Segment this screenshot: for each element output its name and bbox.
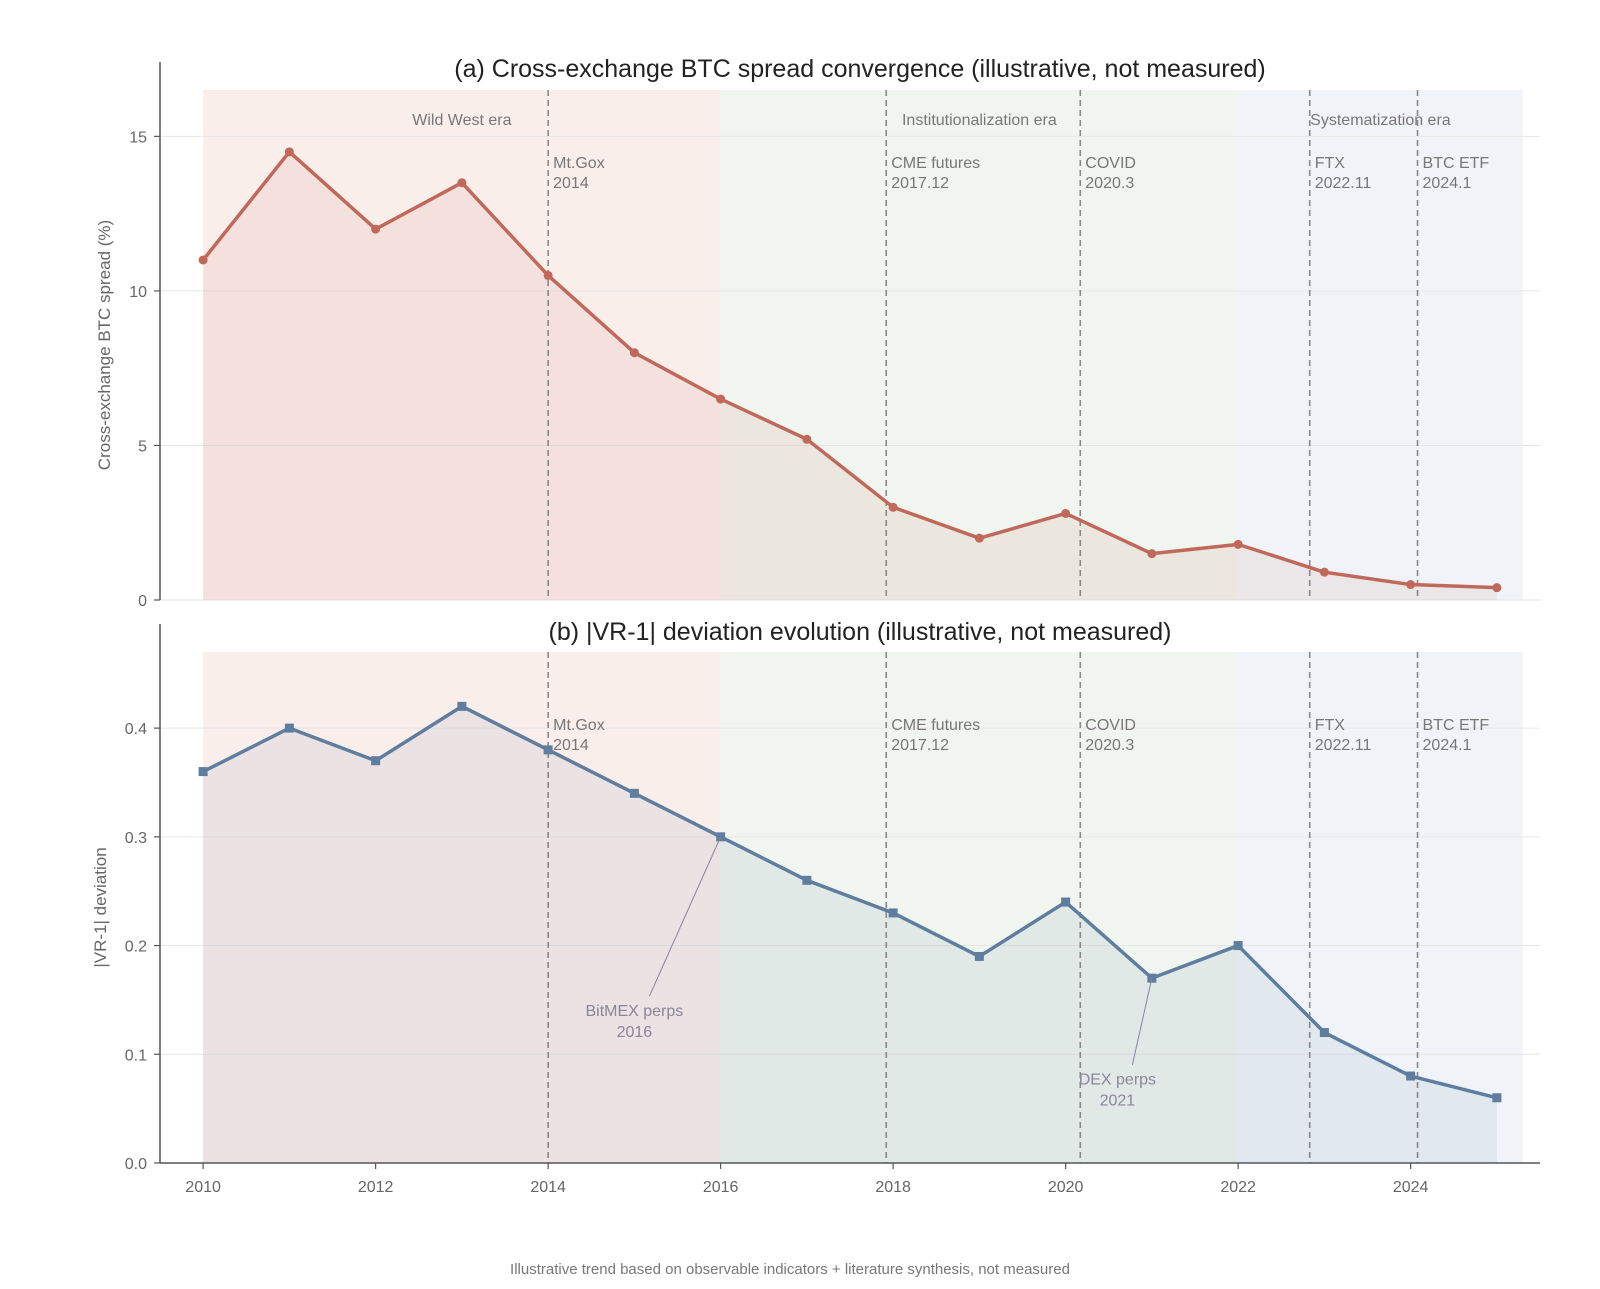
event-label-date: 2020.3 <box>1085 737 1134 754</box>
y-tick-label: 10 <box>129 284 147 301</box>
y-tick-label: 0.4 <box>125 721 147 738</box>
annotation-arrow <box>1131 978 1153 1065</box>
data-point <box>1406 580 1416 590</box>
data-point <box>457 701 467 711</box>
chart-title: (b) |VR-1| deviation evolution (illustra… <box>549 618 1172 646</box>
era-label-1: Wild West era <box>412 112 511 129</box>
x-tick-label: 2016 <box>703 1179 739 1196</box>
event-label-date: 2014 <box>553 175 589 192</box>
series-area <box>203 151 1497 600</box>
data-point <box>371 756 381 766</box>
series-line <box>201 704 1499 1100</box>
panel-a: Wild West era Institutionalization era Sys… <box>95 55 1540 610</box>
event-label-date: 2024.1 <box>1423 737 1472 754</box>
annotation-arrow <box>648 836 722 997</box>
x-tick-label: 2020 <box>1048 1179 1084 1196</box>
annotation-date: 2016 <box>617 1024 653 1041</box>
annotation-date: 2021 <box>1100 1093 1136 1110</box>
data-point <box>629 348 639 358</box>
event-label-date: 2024.1 <box>1423 175 1472 192</box>
y-axis-label: |VR-1| deviation <box>91 847 110 967</box>
data-point <box>1492 1093 1502 1103</box>
data-point <box>716 394 726 404</box>
x-tick-label: 2012 <box>358 1179 394 1196</box>
data-point <box>888 502 898 512</box>
x-tick-label: 2024 <box>1393 1179 1429 1196</box>
event-label-date: 2017.12 <box>891 175 949 192</box>
event-label-date: 2022.11 <box>1315 737 1372 754</box>
event-label-name: COVID <box>1085 717 1136 734</box>
data-point <box>888 908 898 918</box>
event-label-date: 2017.12 <box>891 737 949 754</box>
data-point <box>802 434 812 444</box>
data-point <box>1319 1028 1329 1038</box>
data-point <box>1061 508 1071 518</box>
event-label-name: FTX <box>1315 717 1346 734</box>
series-area <box>203 706 1497 1163</box>
x-tick-label: 2022 <box>1220 1179 1256 1196</box>
event-label-date: 2020.3 <box>1085 175 1134 192</box>
event-label-name: CME futures <box>891 155 980 172</box>
y-tick-label: 0.3 <box>125 830 147 847</box>
x-tick-label: 2010 <box>185 1179 221 1196</box>
data-point <box>802 875 812 885</box>
data-point <box>1492 583 1502 593</box>
y-tick-label: 15 <box>129 129 147 146</box>
era-band-3 <box>1238 90 1523 600</box>
x-tick-label: 2018 <box>875 1179 911 1196</box>
event-label-date: 2022.11 <box>1315 175 1372 192</box>
data-point <box>1406 1071 1416 1081</box>
era-band-1 <box>203 652 721 1163</box>
data-point <box>1147 549 1157 559</box>
data-point <box>1233 941 1243 951</box>
event-label-name: BTC ETF <box>1423 717 1490 734</box>
event-label-name: FTX <box>1315 155 1346 172</box>
data-point <box>1061 897 1071 907</box>
data-point <box>974 951 984 961</box>
era-band-2 <box>720 652 1239 1163</box>
event-label-name: BTC ETF <box>1423 155 1490 172</box>
y-tick-label: 0.1 <box>125 1047 147 1064</box>
event-label-name: COVID <box>1085 155 1136 172</box>
event-label-name: Mt.Gox <box>553 717 605 734</box>
era-band-1 <box>203 90 721 600</box>
data-point <box>543 270 553 280</box>
chart-title: (a) Cross-exchange BTC spread convergenc… <box>454 55 1265 83</box>
series-line <box>201 150 1499 590</box>
data-point <box>1319 567 1329 577</box>
y-tick-label: 0.0 <box>125 1156 147 1173</box>
data-point <box>1233 539 1243 549</box>
event-label-date: 2014 <box>553 737 589 754</box>
era-band-2 <box>720 90 1239 600</box>
data-point <box>371 224 381 234</box>
panel-b: Mt.Gox 2014 CME futures 2017.12 COVID 2020.3 F… <box>91 618 1540 1196</box>
data-point <box>198 255 208 265</box>
event-label-name: Mt.Gox <box>553 155 605 172</box>
data-point <box>457 178 467 188</box>
era-label-3: Systematization era <box>1310 112 1451 129</box>
era-band-3 <box>1238 652 1523 1163</box>
footnote: Illustrative trend based on observable i… <box>510 1261 1070 1278</box>
y-axis-label: Cross-exchange BTC spread (%) <box>95 220 114 470</box>
data-point <box>629 788 639 798</box>
data-point <box>543 745 553 755</box>
data-point <box>284 147 294 157</box>
y-tick-label: 0 <box>138 593 147 610</box>
annotation-label: DEX perps <box>1079 1072 1156 1089</box>
annotation-label: BitMEX perps <box>585 1003 683 1020</box>
data-point <box>284 723 294 733</box>
data-point <box>198 767 208 777</box>
y-tick-label: 0.2 <box>125 939 147 956</box>
event-label-name: CME futures <box>891 717 980 734</box>
y-tick-label: 5 <box>138 438 147 455</box>
data-point <box>974 533 984 543</box>
x-tick-label: 2014 <box>530 1179 566 1196</box>
era-label-2: Institutionalization era <box>902 112 1057 129</box>
